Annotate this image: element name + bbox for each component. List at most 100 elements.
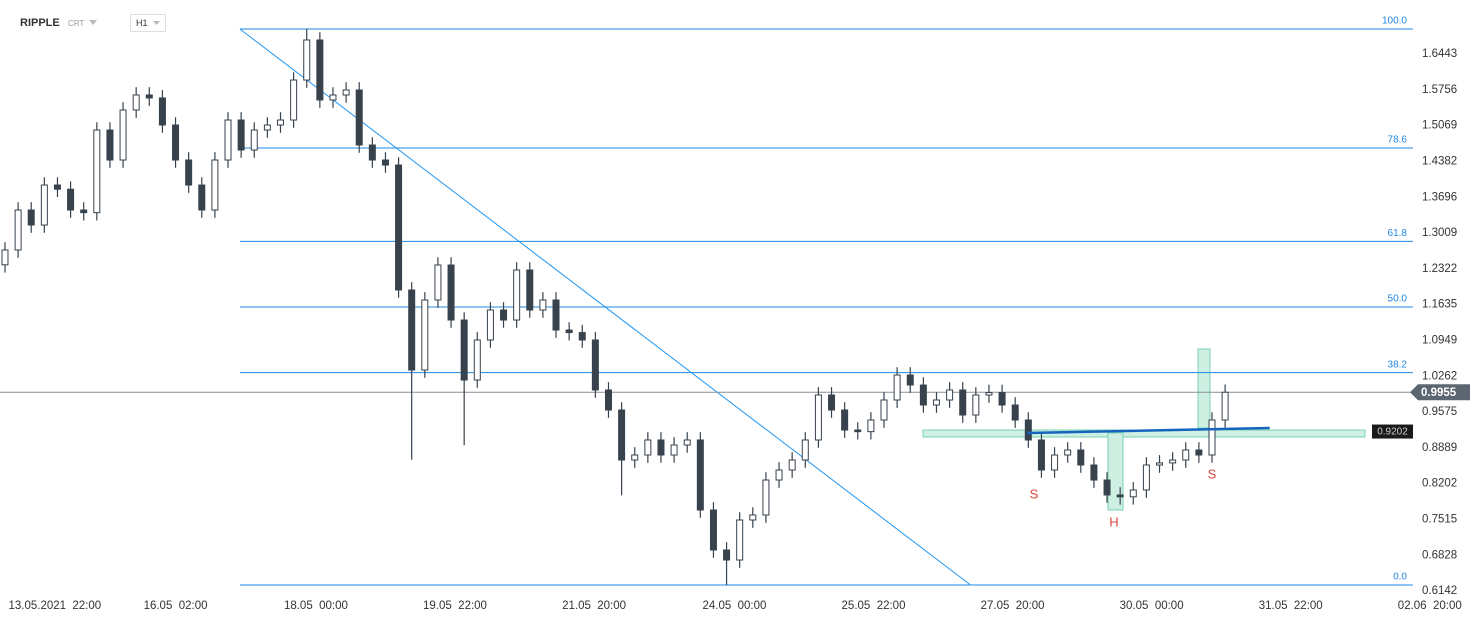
x-tick-label: 21.05 20:00 (562, 600, 626, 612)
interval-caret[interactable] (153, 21, 160, 25)
candle-body (434, 264, 442, 301)
candle-body (775, 469, 783, 481)
symbol: RIPPLE (20, 17, 60, 29)
candle-body (919, 384, 927, 406)
candle-body (447, 264, 455, 321)
candle-body (316, 39, 324, 101)
candle-body (500, 309, 508, 321)
axis-panel (1414, 0, 1482, 610)
fib-label: 100.0 (1382, 16, 1407, 27)
candle-body (132, 94, 140, 111)
candle-body (696, 439, 704, 511)
candle-body (1195, 449, 1203, 456)
x-tick-label: 30.05 00:00 (1120, 600, 1184, 612)
interval[interactable]: H1 (136, 18, 148, 28)
interval-box[interactable] (130, 14, 166, 32)
candle-body (762, 479, 770, 516)
candle-body (329, 94, 337, 101)
candle-body (998, 392, 1006, 406)
y-tick-label: 0.8889 (1422, 442, 1457, 454)
candle-body (1221, 391, 1229, 421)
candle-body (1169, 459, 1177, 464)
candle-body (513, 269, 521, 321)
candle-body (276, 119, 284, 126)
candle-body (985, 392, 993, 396)
candle-body (723, 549, 731, 561)
candle-body (683, 439, 691, 446)
neckline (1026, 426, 1270, 435)
candle-body (736, 519, 744, 561)
candle-body (854, 429, 862, 433)
candle-body (526, 269, 534, 311)
candle-body (355, 89, 363, 146)
candle-body (972, 394, 980, 416)
candle-body (27, 209, 35, 226)
candle-body (801, 439, 809, 461)
candle-body (237, 119, 245, 151)
candle-body (198, 184, 206, 211)
fib-label: 78.6 (1388, 135, 1408, 146)
candle-body (1116, 494, 1124, 498)
candle-body (932, 399, 940, 406)
candle-body (224, 119, 232, 161)
level-label: 0.9202 (1377, 427, 1408, 438)
level-box (1372, 424, 1413, 439)
candle-body (290, 79, 298, 121)
candle-body (211, 159, 219, 211)
candle-body (1064, 449, 1072, 456)
candle-body (421, 299, 429, 371)
candle-body (1208, 419, 1216, 456)
y-tick-label: 1.1635 (1422, 299, 1457, 311)
y-tick-label: 1.0949 (1422, 334, 1457, 346)
candle-body (1129, 489, 1137, 498)
y-tick-label: 1.3009 (1422, 227, 1457, 239)
x-tick-label: 24.05 00:00 (702, 600, 766, 612)
candle-body (1182, 449, 1190, 461)
candle-body (250, 129, 258, 151)
candle-body (841, 409, 849, 431)
x-tick-label: 27.05 20:00 (981, 600, 1045, 612)
dropdown-caret[interactable] (89, 20, 97, 25)
x-tick-label: 16.05 02:00 (144, 600, 208, 612)
candle-body (158, 97, 166, 126)
candle-body (1, 249, 9, 266)
candle-body (670, 444, 678, 456)
candle-body (709, 509, 717, 551)
y-tick-label: 1.5069 (1422, 120, 1457, 132)
last-price-label: 0.9955 (1421, 387, 1457, 399)
candle-body (1077, 449, 1085, 466)
candle-body (946, 389, 954, 401)
fib-label: 50.0 (1388, 294, 1408, 305)
y-tick-label: 1.5756 (1422, 84, 1457, 96)
x-tick-label: 31.05 22:00 (1259, 600, 1323, 612)
candle-body (14, 209, 22, 251)
pattern-box (1107, 432, 1124, 511)
candle-body (644, 439, 652, 456)
x-tick-label: 02.06 20:00 (1398, 600, 1462, 612)
candle-body (1090, 464, 1098, 481)
candle-body (552, 299, 560, 331)
y-tick-label: 0.7515 (1422, 514, 1457, 526)
candle-body (67, 188, 75, 211)
pattern-box (1197, 348, 1211, 429)
candle-body (788, 459, 796, 471)
candle-body (1142, 464, 1150, 491)
candle-body (368, 144, 376, 161)
candle-body (342, 89, 350, 96)
candle-body (263, 124, 271, 131)
candle-body (1103, 479, 1111, 496)
y-tick-label: 0.6828 (1422, 549, 1457, 561)
fib-label: 38.2 (1388, 359, 1408, 370)
fib-label: 61.8 (1388, 228, 1408, 239)
candle-body (460, 319, 468, 381)
candle-body (408, 289, 416, 371)
last-price-box (1410, 384, 1470, 401)
candle-body (53, 184, 61, 190)
y-tick-label: 0.8202 (1422, 478, 1457, 490)
market[interactable]: CRT (68, 19, 84, 28)
candle-body (867, 419, 875, 433)
y-tick-label: 1.2322 (1422, 263, 1457, 275)
candle-body (473, 339, 481, 381)
